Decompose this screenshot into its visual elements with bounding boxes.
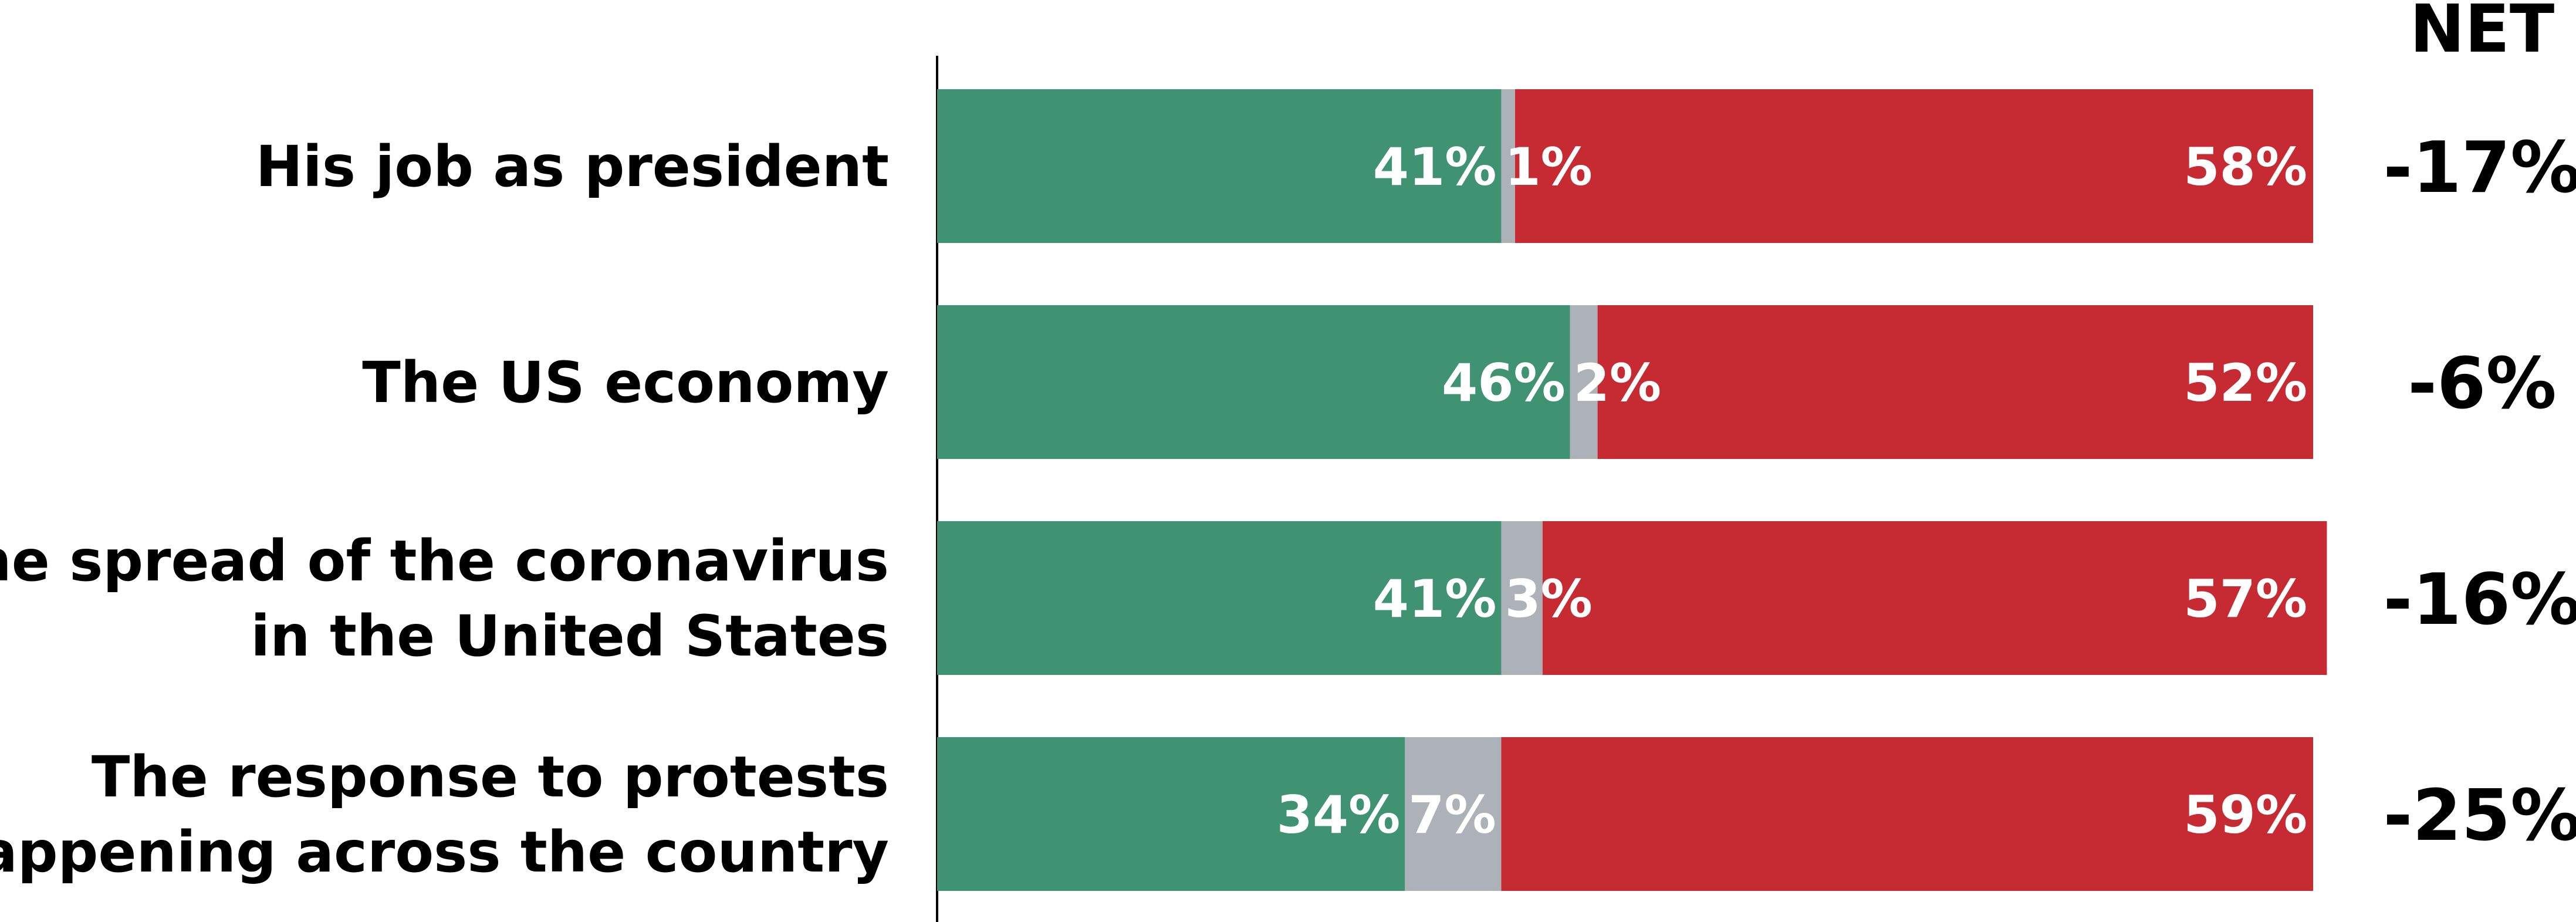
approve-value-label: 41% — [1373, 137, 1497, 197]
category-label-line: in the United States — [251, 603, 889, 669]
approve-value-label: 46% — [1442, 353, 1566, 413]
category-label: His job as president — [256, 134, 889, 200]
category-label-line: His job as president — [256, 134, 889, 200]
chart-rows: His job as president 41% 1% 58% -17%The US e… — [0, 89, 2576, 891]
disapprove-bar — [1501, 737, 2313, 891]
no_opinion-bar — [1501, 89, 1515, 243]
net-header: NET — [2410, 0, 2555, 67]
no-opinion-value-label: 3% — [1505, 569, 1592, 629]
approve-bar — [937, 521, 1502, 675]
disapprove-bar — [1515, 89, 2313, 243]
net-value: -6% — [2408, 343, 2557, 425]
no-opinion-value-label: 2% — [1574, 353, 1661, 413]
approve-value-label: 41% — [1373, 569, 1497, 629]
no-opinion-value-label: 1% — [1505, 137, 1592, 197]
disapprove-value-label: 59% — [2183, 785, 2307, 845]
disapprove-value-label: 58% — [2183, 137, 2307, 197]
no_opinion-bar — [1570, 305, 1598, 459]
disapprove-bar — [1597, 305, 2313, 459]
category-label-line: happening across the country — [0, 819, 889, 885]
disapprove-value-label: 57% — [2183, 569, 2307, 629]
approve-value-label: 34% — [1277, 785, 1401, 845]
category-label: The US economy — [362, 350, 889, 416]
no_opinion-bar — [1501, 521, 1543, 675]
category-label: The spread of the coronavirus in the Unit… — [0, 528, 889, 669]
category-label-line: The US economy — [362, 350, 889, 416]
disapprove-bar — [1542, 521, 2327, 675]
net-value: -25% — [2383, 775, 2576, 857]
approve-bar — [937, 305, 1570, 459]
net-value: -17% — [2383, 127, 2576, 209]
no_opinion-bar — [1405, 737, 1502, 891]
category-label: The response to protests happening across… — [0, 744, 889, 885]
net-value: -16% — [2383, 559, 2576, 641]
category-label-line: The response to protests — [92, 744, 889, 810]
disapprove-value-label: 52% — [2183, 353, 2307, 413]
no-opinion-value-label: 7% — [1408, 785, 1496, 845]
approve-bar — [937, 737, 1405, 891]
approve-bar — [937, 89, 1502, 243]
category-label-line: The spread of the coronavirus — [0, 528, 889, 594]
